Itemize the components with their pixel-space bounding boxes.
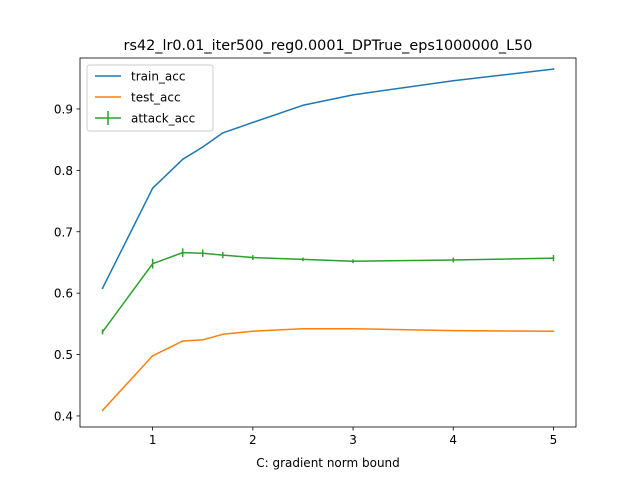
attack-acc-point — [352, 260, 354, 263]
attack-acc-point — [221, 254, 224, 256]
attack-acc-point — [181, 251, 184, 254]
test-acc-point — [352, 327, 354, 330]
train-acc-point — [352, 94, 354, 96]
train-acc-point — [101, 287, 104, 290]
x-tick-label: 5 — [550, 433, 558, 447]
attack-acc-point — [151, 262, 154, 265]
attack-acc-point — [452, 259, 455, 261]
y-tick-label: 0.6 — [54, 287, 73, 301]
x-tick-label: 2 — [249, 433, 257, 447]
test-acc-point — [452, 329, 455, 332]
y-tick-label: 0.5 — [54, 348, 73, 362]
y-tick-label: 0.4 — [54, 409, 73, 423]
attack-acc-line — [101, 251, 555, 333]
test-acc-point — [151, 354, 154, 357]
x-tick-label: 1 — [149, 433, 157, 447]
legend-label-test-acc: test_acc — [131, 91, 181, 105]
test-acc-point — [181, 340, 184, 342]
train-acc-point — [552, 68, 555, 70]
test-acc-point — [101, 409, 104, 412]
train-acc-point — [151, 187, 154, 189]
y-tick-label: 0.9 — [54, 102, 73, 116]
attack-acc-point — [101, 331, 104, 333]
plot-area — [101, 68, 555, 412]
x-tick-label: 3 — [349, 433, 357, 447]
test-acc-line — [101, 328, 555, 412]
y-tick-label: 0.8 — [54, 164, 73, 178]
legend-label-train-acc: train_acc — [131, 70, 185, 84]
train-acc-point — [452, 79, 455, 82]
legend: train_acc test_acc attack_acc — [86, 64, 214, 132]
axes-frame — [79, 57, 577, 428]
chart-title: rs42_lr0.01_iter500_reg0.0001_DPTrue_eps… — [124, 38, 533, 54]
legend-box — [86, 64, 214, 132]
train-acc-point — [201, 146, 204, 148]
train-acc-line — [101, 68, 555, 290]
attack-acc-point — [302, 258, 304, 261]
train-acc-point — [302, 104, 304, 107]
train-acc-point — [221, 132, 224, 134]
axis-ticks: 1 2 3 4 5 0.4 0.5 0.6 0.7 0.8 0.9 — [54, 102, 557, 447]
test-acc-point — [221, 333, 224, 336]
test-acc-point — [302, 327, 304, 330]
train-acc-point — [181, 158, 184, 161]
attack-acc-point — [252, 256, 254, 259]
attack-acc-point — [552, 257, 555, 259]
train-acc-point — [252, 121, 254, 124]
test-acc-point — [252, 330, 254, 333]
legend-label-attack-acc: attack_acc — [131, 112, 195, 126]
test-acc-point — [201, 339, 204, 341]
test-acc-point — [552, 330, 555, 333]
attack-acc-point — [201, 252, 204, 255]
y-tick-label: 0.7 — [54, 225, 73, 239]
x-axis-label: C: gradient norm bound — [256, 456, 400, 470]
x-tick-label: 4 — [449, 433, 457, 447]
